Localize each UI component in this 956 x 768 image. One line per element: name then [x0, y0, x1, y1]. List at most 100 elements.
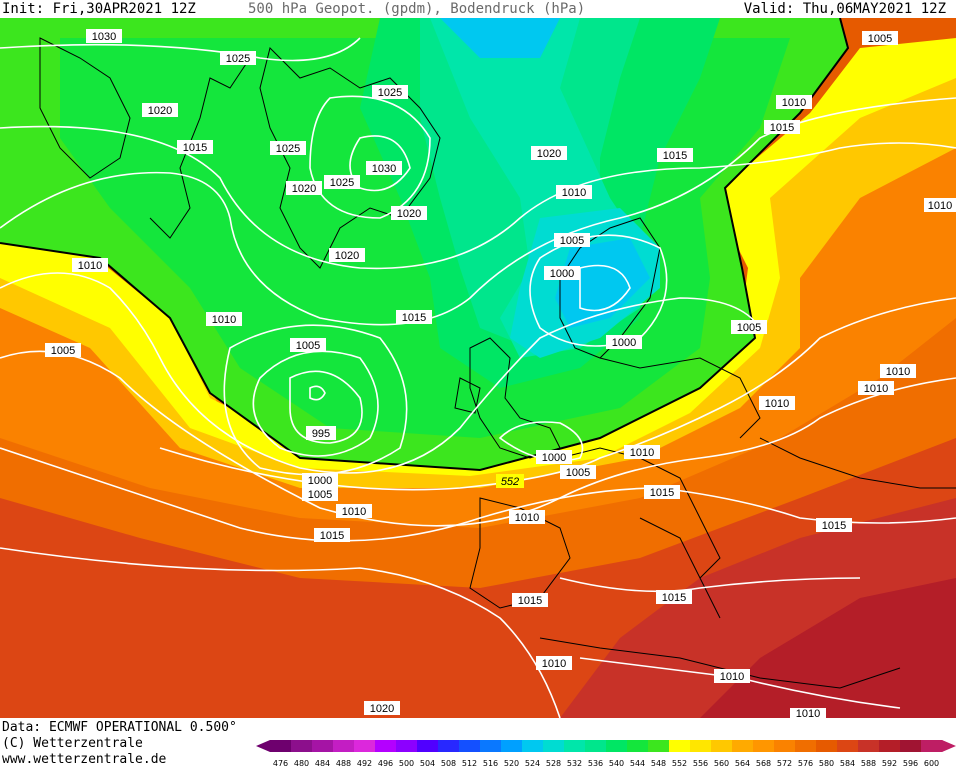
legend-tick-label: 532	[567, 759, 582, 768]
legend-swatch	[564, 740, 586, 752]
label-1020-canaries: 1020	[364, 701, 400, 715]
svg-text:1010: 1010	[864, 383, 888, 395]
svg-text:1015: 1015	[183, 142, 207, 154]
field-blue-core	[555, 238, 650, 328]
legend-tick-label: 508	[441, 759, 456, 768]
svg-text:1020: 1020	[537, 148, 561, 160]
legend-tick-label: 552	[672, 759, 687, 768]
legend-swatch	[816, 740, 838, 752]
svg-text:1015: 1015	[663, 150, 687, 162]
label-1030-nw: 1030	[86, 29, 122, 43]
coastlines	[39, 37, 956, 689]
svg-text:1005: 1005	[308, 489, 332, 501]
label-1025-greenland-w: 1025	[270, 141, 306, 155]
legend-tick-label: 588	[861, 759, 876, 768]
label-1015-italy: 1015	[644, 485, 680, 499]
svg-text:1015: 1015	[402, 312, 426, 324]
legend-swatch	[648, 740, 670, 752]
label-1010-scandinavia: 1010	[556, 185, 592, 199]
field-cyan-top	[440, 18, 560, 58]
label-1015-arctic: 1015	[657, 148, 693, 162]
label-1015-atlantic: 1015	[396, 310, 432, 324]
label-1010-ukraine: 1010	[858, 381, 894, 395]
svg-text:1010: 1010	[782, 97, 806, 109]
label-1010-east: 1010	[924, 198, 956, 212]
svg-text:1010: 1010	[542, 658, 566, 670]
svg-text:1020: 1020	[335, 250, 359, 262]
legend-swatch	[333, 740, 355, 752]
legend-swatch	[753, 740, 775, 752]
svg-text:1000: 1000	[612, 337, 636, 349]
map-title: 500 hPa Geopot. (gpdm), Bodendruck (hPa)	[248, 1, 586, 17]
isobar-labels: 1030 1025 1020 1015 1025 1025 1030 1025 …	[45, 29, 956, 718]
valid-time: Valid: Thu,06MAY2021 12Z	[743, 1, 946, 17]
legend-swatch	[291, 740, 313, 752]
label-1010-africa: 1010	[536, 656, 572, 670]
label-1030-greenland: 1030	[366, 161, 402, 175]
legend-tick-label: 504	[420, 759, 435, 768]
legend-swatch	[543, 740, 565, 752]
label-1005-france: 1005	[560, 465, 596, 479]
data-source: Data: ECMWF OPERATIONAL 0.500°	[2, 720, 237, 735]
map-header: Init: Fri,30APR2021 12Z 500 hPa Geopot. …	[0, 0, 956, 18]
svg-text:1015: 1015	[650, 487, 674, 499]
label-1000-scandinavia: 1000	[544, 266, 580, 280]
label-1020-norway: 1020	[531, 146, 567, 160]
svg-text:1030: 1030	[92, 31, 116, 43]
label-1020-greenland-w: 1020	[286, 181, 322, 195]
svg-text:1030: 1030	[372, 163, 396, 175]
legend-swatch	[396, 740, 418, 752]
svg-text:1010: 1010	[886, 366, 910, 378]
svg-text:1015: 1015	[518, 595, 542, 607]
weather-map: 1030 1025 1020 1015 1025 1025 1030 1025 …	[0, 18, 956, 718]
label-1020-w: 1020	[142, 103, 178, 117]
legend-swatch	[585, 740, 607, 752]
label-1010-biscay: 1010	[336, 504, 372, 518]
legend-tick-label: 528	[546, 759, 561, 768]
label-1000-uk: 1000	[536, 450, 572, 464]
svg-text:1025: 1025	[226, 53, 250, 65]
svg-text:995: 995	[312, 428, 330, 440]
label-1010-poland: 1010	[759, 396, 795, 410]
legend-tick-label: 556	[693, 759, 708, 768]
legend-tick-label: 584	[840, 759, 855, 768]
init-time: Init: Fri,30APR2021 12Z	[2, 1, 196, 17]
legend-swatch	[858, 740, 880, 752]
legend-swatch	[312, 740, 334, 752]
legend-swatch	[375, 740, 397, 752]
label-1010-atlantic: 1010	[206, 312, 242, 326]
svg-text:1025: 1025	[378, 87, 402, 99]
label-1025-greenland: 1025	[372, 85, 408, 99]
svg-text:1020: 1020	[292, 183, 316, 195]
label-1010-egypt: 1010	[790, 708, 826, 718]
legend-tick-label: 484	[315, 759, 330, 768]
legend-swatch	[270, 740, 292, 752]
svg-text:1015: 1015	[320, 530, 344, 542]
legend-tick-label: 500	[399, 759, 414, 768]
legend-swatch	[459, 740, 481, 752]
label-1005-low: 1005	[290, 338, 326, 352]
legend-tick-label: 576	[798, 759, 813, 768]
svg-text:1000: 1000	[308, 475, 332, 487]
svg-text:1005: 1005	[51, 345, 75, 357]
legend-tick-label: 536	[588, 759, 603, 768]
label-1010-libya: 1010	[714, 669, 750, 683]
label-1010-spain: 1010	[509, 510, 545, 524]
legend-tick-label: 596	[903, 759, 918, 768]
legend-swatch	[837, 740, 859, 752]
legend-swatch	[921, 740, 943, 752]
legend-tick-label: 548	[651, 759, 666, 768]
legend-swatch	[795, 740, 817, 752]
svg-text:1010: 1010	[630, 447, 654, 459]
legend-swatch	[354, 740, 376, 752]
legend-swatch	[900, 740, 922, 752]
svg-text:1000: 1000	[542, 452, 566, 464]
legend-swatch	[690, 740, 712, 752]
label-1025-nw: 1025	[220, 51, 256, 65]
label-1015-gibraltar: 1015	[512, 593, 548, 607]
svg-text:1005: 1005	[868, 33, 892, 45]
legend-tick-label: 476	[273, 759, 288, 768]
svg-text:1010: 1010	[562, 187, 586, 199]
svg-text:1020: 1020	[397, 208, 421, 220]
svg-text:1025: 1025	[276, 143, 300, 155]
